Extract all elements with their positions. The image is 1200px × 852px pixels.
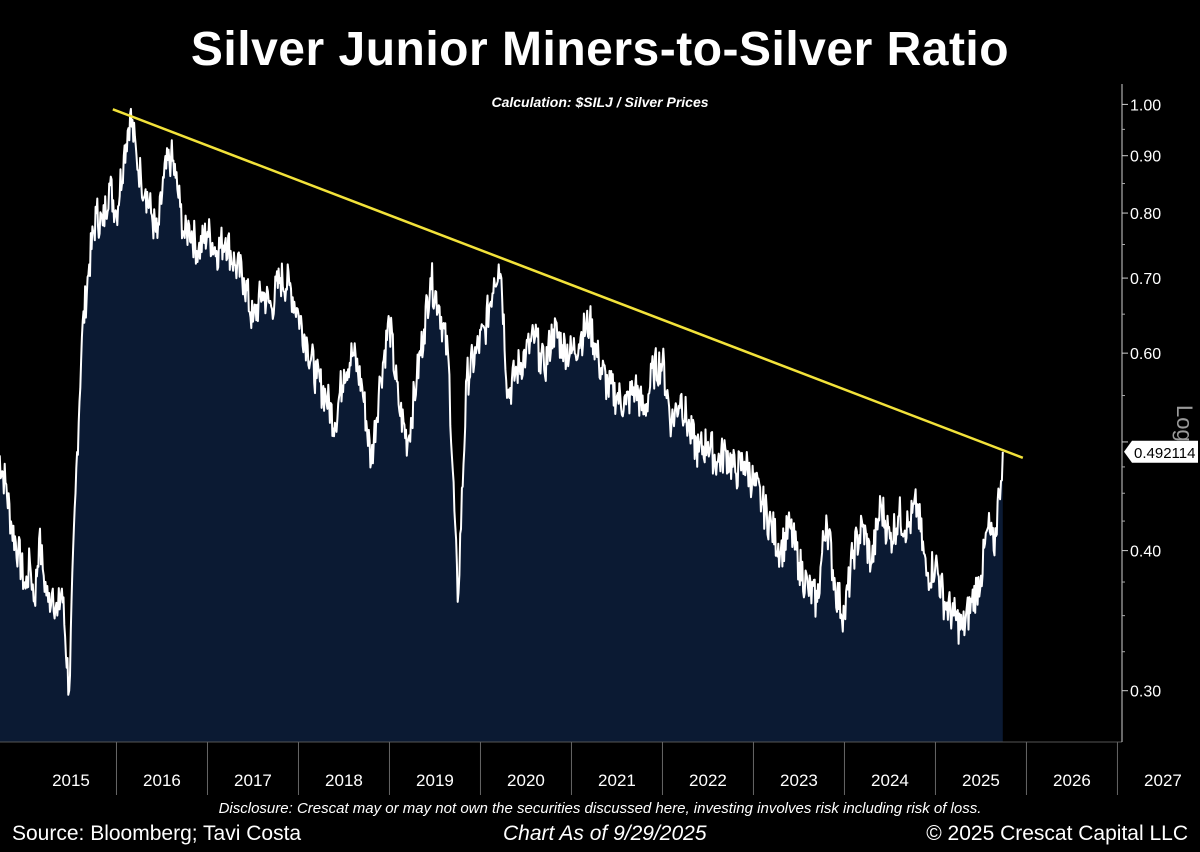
x-tick-label: 2022 <box>689 771 727 790</box>
x-tick-label: 2017 <box>234 771 272 790</box>
ratio-line <box>0 107 1004 696</box>
chart-subtitle: Calculation: $SILJ / Silver Prices <box>491 94 709 110</box>
x-tick-label: 2016 <box>143 771 181 790</box>
last-value-badge-shape <box>1124 440 1198 463</box>
x-tick-label: 2015 <box>52 771 90 790</box>
last-value-label: 0.492114 <box>1134 445 1195 462</box>
x-axis-labels: 2015 2016 2017 2018 2019 2020 2021 2022 2023 2024… <box>52 771 1182 790</box>
y-tick-label: 0.60 <box>1130 346 1161 363</box>
y-tick-label: 0.30 <box>1130 684 1161 701</box>
x-tick-label: 2018 <box>325 771 363 790</box>
x-tick-label: 2027 <box>1144 771 1182 790</box>
source-label: Source: Bloomberg; Tavi Costa <box>12 822 302 845</box>
last-value-badge: 0.492114 <box>1124 440 1198 463</box>
disclosure: Disclosure: Crescat may or may not own t… <box>218 800 982 817</box>
trendline <box>112 108 1024 459</box>
x-tick-label: 2020 <box>507 771 545 790</box>
y-tick-label: 1.00 <box>1130 97 1161 114</box>
x-tick-label: 2019 <box>416 771 454 790</box>
x-tick-label: 2021 <box>598 771 636 790</box>
ratio-area <box>0 108 1003 742</box>
axis-layer <box>0 84 1128 795</box>
x-tick-label: 2026 <box>1053 771 1091 790</box>
x-tick-label: 2023 <box>780 771 818 790</box>
as-of-date: Chart As of 9/29/2025 <box>503 822 707 845</box>
y-axis-labels: 1.00 0.90 0.80 0.70 0.60 0.40 0.30 <box>1130 97 1161 700</box>
y-tick-label: 0.40 <box>1130 544 1161 561</box>
log-scale-label: Log <box>1172 405 1197 442</box>
x-tick-label: 2025 <box>962 771 1000 790</box>
y-tick-label: 0.90 <box>1130 149 1161 166</box>
x-tick-label: 2024 <box>871 771 909 790</box>
chart-title: Silver Junior Miners-to-Silver Ratio <box>190 23 1010 76</box>
y-tick-label: 0.70 <box>1130 271 1161 288</box>
copyright: © 2025 Crescat Capital LLC <box>926 822 1188 845</box>
y-tick-label: 0.80 <box>1130 206 1161 223</box>
